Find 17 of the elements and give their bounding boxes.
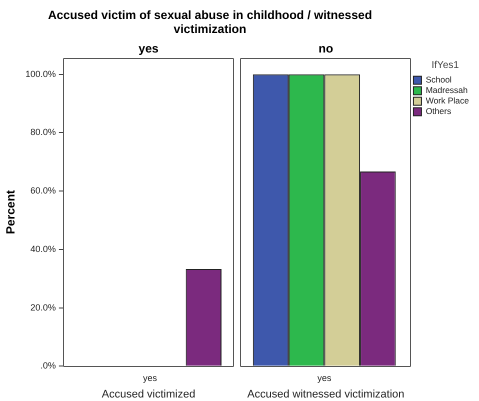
text: yes <box>138 41 159 56</box>
y-tick-label: 80.0% <box>30 127 56 138</box>
text: no <box>318 41 334 56</box>
text: Accused witnessed victimization <box>247 388 404 401</box>
legend-label: Madressah <box>426 85 468 96</box>
y-axis-title: Percent <box>4 190 18 234</box>
y-tick-label: 100.0% <box>25 68 56 79</box>
legend-label: Others <box>426 106 452 116</box>
legend-label: Work Place <box>426 96 470 106</box>
legend-title: IfYes1 <box>432 60 460 71</box>
y-tick-label: .0% <box>40 360 56 371</box>
chart-title: Accused victim of sexual abuse in childhood / witnessed victimization <box>46 8 374 36</box>
y-tick-label: 40.0% <box>30 244 56 254</box>
y-tick-label: 20.0% <box>30 302 56 312</box>
y-tick-label: 60.0% <box>30 186 56 196</box>
legend-label: School <box>426 74 452 85</box>
text: Accused victimized <box>102 388 196 401</box>
